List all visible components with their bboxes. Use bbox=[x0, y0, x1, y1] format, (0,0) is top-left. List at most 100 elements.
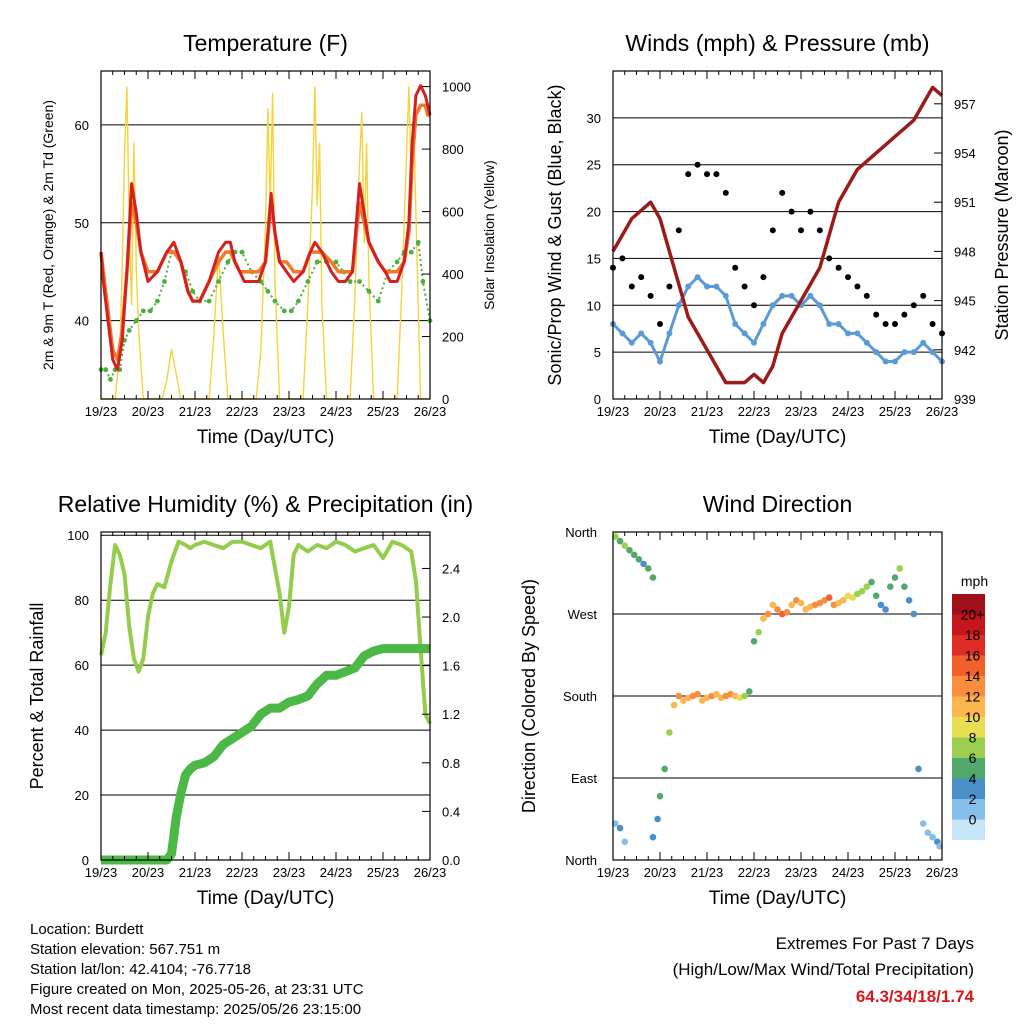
wind-point bbox=[741, 330, 748, 337]
direction-point bbox=[929, 833, 936, 841]
wind-point bbox=[722, 292, 729, 299]
y2-tick-label: 942 bbox=[954, 343, 976, 358]
x-tick-label: 19/23 bbox=[85, 865, 118, 880]
direction-point bbox=[654, 815, 661, 823]
direction-point bbox=[621, 542, 629, 549]
direction-point bbox=[797, 599, 805, 607]
wind-point bbox=[807, 292, 814, 299]
wind-point bbox=[892, 358, 898, 365]
direction-point bbox=[896, 565, 903, 572]
direction-point bbox=[858, 587, 866, 595]
direction-point bbox=[616, 537, 624, 545]
x-tick-label: 26/23 bbox=[414, 865, 447, 880]
gust-point bbox=[760, 274, 767, 281]
direction-point bbox=[621, 838, 629, 846]
y-axis-label: Direction (Colored By Speed) bbox=[519, 579, 539, 813]
chart-title: Wind Direction bbox=[703, 491, 853, 517]
direction-point bbox=[788, 601, 795, 609]
y-axis-label: Percent & Total Rainfall bbox=[27, 603, 47, 790]
precip-line bbox=[101, 644, 430, 865]
gust-point bbox=[798, 227, 804, 234]
wind-point bbox=[816, 302, 823, 309]
y-tick-label: South bbox=[563, 689, 597, 704]
y2-tick-label: 1000 bbox=[442, 80, 471, 95]
direction-point bbox=[924, 829, 932, 836]
colorbar-swatch bbox=[952, 635, 985, 656]
x-tick-label: 20/23 bbox=[644, 404, 677, 419]
dewpoint-point bbox=[265, 288, 271, 294]
chart-title: Temperature (F) bbox=[183, 30, 348, 56]
direction-point bbox=[915, 765, 922, 773]
rh-line bbox=[99, 539, 432, 725]
x-tick-label: 26/23 bbox=[414, 404, 447, 419]
wind-point bbox=[769, 302, 776, 309]
wind-point bbox=[929, 349, 936, 356]
wind-point bbox=[704, 283, 710, 290]
gust-point bbox=[769, 227, 776, 234]
direction-point bbox=[919, 820, 927, 827]
direction-point bbox=[666, 729, 673, 736]
x-tick-label: 19/23 bbox=[85, 404, 118, 419]
y-tick-label: 20 bbox=[75, 788, 89, 803]
gust-point bbox=[816, 227, 823, 234]
y2-tick-label: 948 bbox=[954, 244, 976, 259]
gust-point bbox=[713, 171, 720, 178]
direction-point bbox=[783, 608, 791, 616]
gust-point bbox=[619, 255, 626, 262]
x-tick-label: 20/23 bbox=[132, 865, 165, 880]
y2-tick-label: 400 bbox=[442, 267, 464, 282]
wind-point bbox=[910, 349, 917, 356]
x-tick-label: 26/23 bbox=[926, 865, 959, 880]
gust-point bbox=[863, 292, 870, 299]
direction-point bbox=[863, 583, 871, 590]
y2-tick-label: 957 bbox=[954, 97, 976, 112]
y-tick-label: 60 bbox=[75, 658, 89, 673]
y-tick-label: 30 bbox=[587, 111, 601, 126]
direction-point bbox=[612, 533, 619, 540]
chart-title: Winds (mph) & Pressure (mb) bbox=[625, 30, 929, 56]
x-tick-label: 22/23 bbox=[738, 865, 771, 880]
gust-point bbox=[722, 189, 729, 196]
extremes-title: Extremes For Past 7 Days bbox=[775, 934, 974, 953]
gust-point bbox=[929, 321, 936, 328]
y2-tick-label: 945 bbox=[954, 294, 976, 309]
x-tick-label: 25/23 bbox=[367, 404, 400, 419]
colorbar-label: 2 bbox=[969, 791, 977, 807]
y2-tick-label: 954 bbox=[954, 146, 976, 161]
colorbar-swatch bbox=[952, 799, 985, 820]
x-tick-label: 24/23 bbox=[320, 404, 353, 419]
x-tick-label: 19/23 bbox=[597, 865, 630, 880]
wind-point bbox=[675, 302, 682, 309]
gust-point bbox=[666, 283, 673, 290]
colorbar-swatch bbox=[952, 717, 985, 738]
colorbar-label: 8 bbox=[969, 730, 977, 746]
direction-point bbox=[868, 578, 875, 586]
colorbar-title: mph bbox=[961, 573, 988, 589]
x-tick-label: 25/23 bbox=[879, 865, 912, 880]
x-axis-label: Time (Day/UTC) bbox=[197, 888, 335, 909]
y2-tick-label: 2.0 bbox=[442, 610, 460, 625]
y2-tick-label: 200 bbox=[442, 330, 464, 345]
direction-point bbox=[670, 701, 678, 709]
y2-tick-label: 0.8 bbox=[442, 756, 460, 771]
gust-point bbox=[807, 208, 814, 215]
pressure-line bbox=[611, 85, 944, 385]
gust-point bbox=[628, 283, 635, 290]
x-tick-label: 24/23 bbox=[832, 865, 865, 880]
colorbar-swatch bbox=[952, 676, 985, 697]
y-tick-label: 40 bbox=[75, 723, 89, 738]
wind-point bbox=[732, 321, 739, 328]
y-tick-label: 60 bbox=[75, 118, 89, 133]
gust-point bbox=[675, 227, 682, 234]
wind-point bbox=[779, 292, 786, 299]
colorbar-swatch bbox=[952, 758, 985, 779]
colorbar-label: 16 bbox=[965, 648, 981, 664]
extremes-subtitle: (High/Low/Max Wind/Total Precipitation) bbox=[672, 960, 974, 979]
y2-axis-label: Station Pressure (Maroon) bbox=[992, 129, 1012, 340]
x-tick-label: 23/23 bbox=[785, 865, 818, 880]
direction-point bbox=[905, 597, 913, 604]
y-tick-label: 25 bbox=[587, 158, 601, 173]
y2-tick-label: 951 bbox=[954, 195, 976, 210]
direction-point bbox=[882, 606, 889, 613]
y2-axis-label: Solar Insolation (Yellow) bbox=[481, 160, 497, 310]
